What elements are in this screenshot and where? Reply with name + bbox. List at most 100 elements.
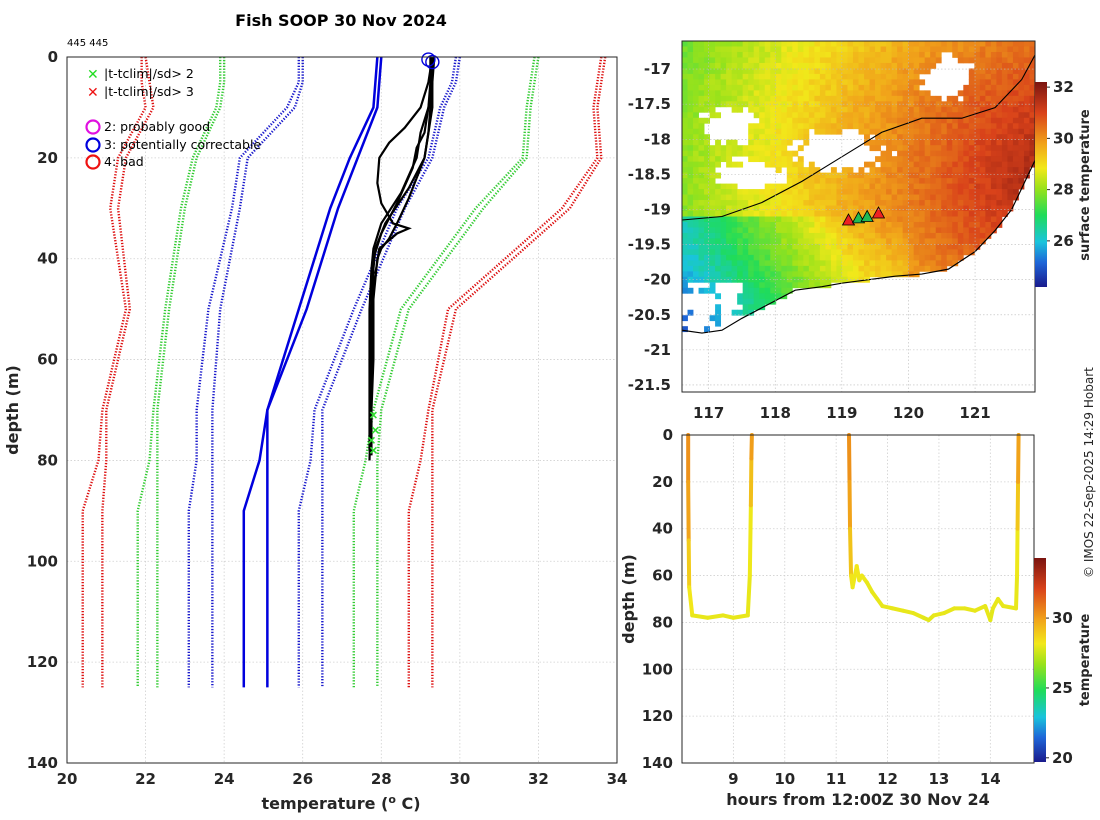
sst-cell [852,260,859,267]
sst-cell [919,90,926,97]
sst-cell [924,134,931,141]
sst-cell [930,238,937,245]
sst-cell [709,51,716,58]
sst-cell [852,194,859,201]
sst-cell [919,232,926,239]
sst-cell [731,221,738,228]
sst-cell [720,232,727,239]
sst-cell [847,194,854,201]
sst-cell [792,238,799,245]
sst-cell [693,73,699,80]
sst-cell [913,232,920,239]
sst-cell [748,282,755,289]
sst-cell [897,189,904,195]
sst-cell [935,194,942,201]
sst-cell [864,243,870,250]
sst-cell [715,260,722,267]
sst-cell [908,46,915,53]
sst-cell [930,145,937,152]
sst-cell [682,156,688,163]
profile-flags [367,52,440,454]
sst-cell [819,112,826,119]
sst-cell [715,84,722,91]
sst-cell [775,271,782,278]
sst-cell [1007,84,1014,91]
sst-cell [902,128,909,135]
sst-cell [814,178,821,184]
sst-cell [814,276,821,283]
sst-cell [902,238,909,245]
sst-cell [759,249,766,256]
sst-cell [693,243,699,250]
sst-cell [687,189,694,195]
sst-cell [902,84,909,91]
sst-cell [891,106,898,113]
sst-cell [957,161,964,168]
profile-ytick-label: 100 [27,552,58,570]
sst-cell [814,265,821,272]
sst-cell [698,172,705,179]
sst-cell [819,84,826,91]
sst-cell [908,101,915,108]
sst-cell [941,254,948,261]
sst-cell [803,178,810,184]
sst-cell [1001,57,1008,64]
sst-cell [775,73,782,80]
sst-cell [814,243,821,250]
sst-cell [682,326,688,333]
sst-cell [985,216,992,223]
sst-cell [902,260,909,267]
sst-cell [891,227,898,234]
sst-cell [908,189,915,195]
sst-cell [1012,123,1019,130]
sst-cell [682,123,688,130]
sst-cell [1029,145,1035,152]
sst-cell [946,167,953,174]
sst-cell [731,200,738,206]
sst-cell [803,73,810,80]
sst-cell [864,194,870,201]
sst-cell [875,41,881,47]
sst-cell [709,232,716,239]
sst-cell [913,150,920,157]
sst-cell [979,139,986,146]
sst-cell [693,254,699,261]
sst-cell [875,254,881,261]
sst-cell [781,211,788,217]
sst-cell [957,243,964,250]
sst-cell [990,128,997,135]
sst-cell [968,79,975,86]
sst-cell [875,62,881,69]
sst-cell [902,211,909,217]
sst-cell [930,260,937,267]
sst-cell [836,68,843,75]
profile-axes-box [66,56,618,764]
sst-cell [775,254,782,261]
sst-cell [996,189,1003,195]
sst-cell [797,232,804,239]
sst-cell [781,221,788,228]
sst-cell [764,249,771,256]
sst-cell [979,79,986,86]
sst-cell [698,145,705,152]
sst-cell [924,90,931,97]
sst-cell [952,216,959,223]
sst-cell [996,101,1003,108]
sst-cell [968,106,975,113]
sst-cell [698,51,705,58]
sst-cell [803,265,810,272]
sst-cell [704,156,710,163]
sst-cell [814,51,821,58]
sst-cell [731,90,738,97]
sst-cell [770,189,777,195]
sst-cell [924,128,931,135]
sst-cell [830,249,837,256]
sst-cell [891,123,898,130]
sst-cell [1018,139,1025,146]
sst-cell [847,172,854,179]
sst-cell [957,200,964,206]
sst-cell [687,265,694,272]
sst-cell [946,178,953,184]
sst-cell [957,90,964,97]
